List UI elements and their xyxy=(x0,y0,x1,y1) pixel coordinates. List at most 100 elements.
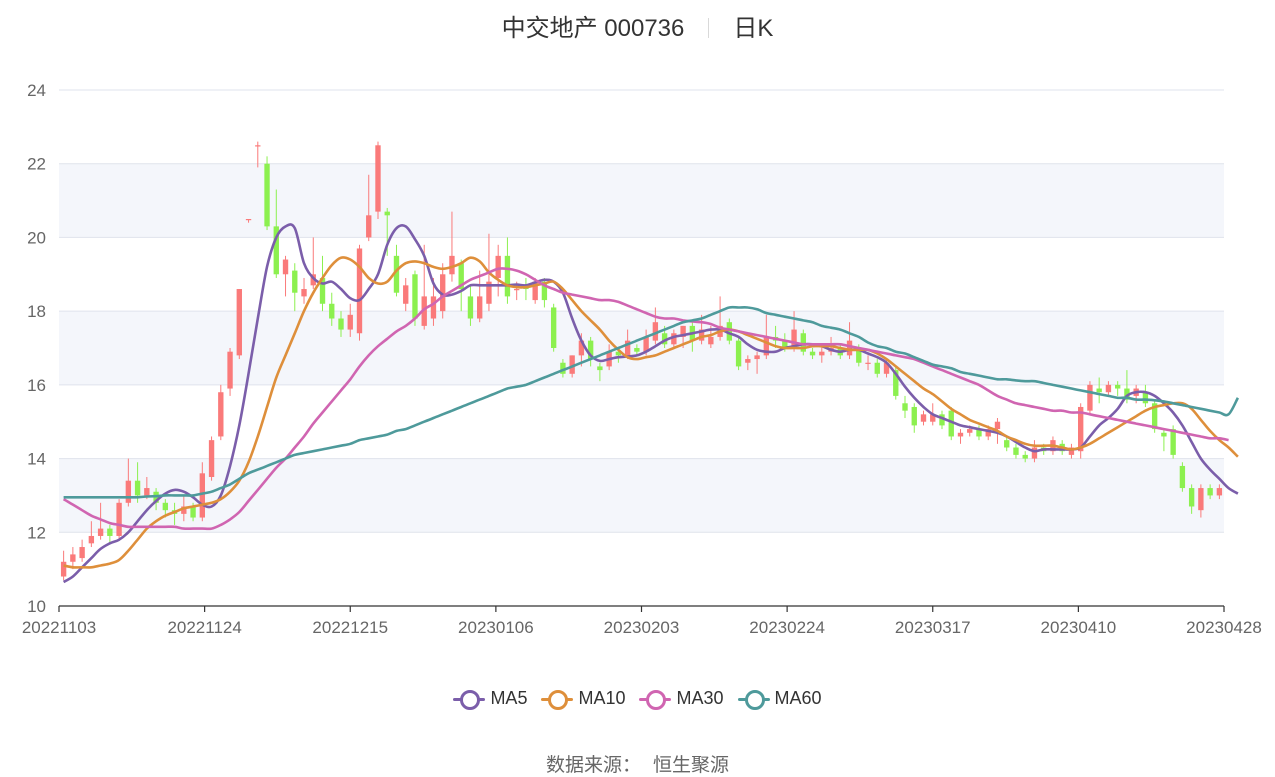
candle-body xyxy=(273,226,279,275)
candle xyxy=(1142,384,1149,407)
candle xyxy=(264,156,270,231)
candle-body xyxy=(486,281,492,304)
chart-title: 中交地产 000736 日K xyxy=(0,8,1275,43)
y-tick-label: 10 xyxy=(27,597,46,616)
candle xyxy=(754,351,760,374)
legend-item-ma10[interactable]: MA10 xyxy=(541,688,626,710)
candle-body xyxy=(467,296,474,319)
candle-body xyxy=(902,403,908,411)
background-band xyxy=(59,311,1224,385)
candle xyxy=(449,211,455,282)
candle-body xyxy=(661,333,668,345)
candle-body xyxy=(1198,488,1204,511)
candle-body xyxy=(680,325,686,337)
candle xyxy=(116,499,122,540)
candle-body xyxy=(134,480,141,496)
candle xyxy=(329,292,335,326)
candle-body xyxy=(597,366,603,371)
candle xyxy=(560,359,566,378)
candle-body xyxy=(338,318,344,330)
candle-body xyxy=(319,277,326,304)
candle-body xyxy=(181,506,187,514)
x-tick-label: 20230203 xyxy=(604,618,680,637)
candle-body xyxy=(735,340,742,367)
candle-body xyxy=(541,281,548,301)
chart-title-period: 日K xyxy=(733,15,774,42)
candle-body xyxy=(615,351,622,356)
candle xyxy=(88,521,95,548)
candle xyxy=(1013,443,1019,459)
y-tick-label: 22 xyxy=(27,155,46,174)
candle-body xyxy=(199,473,205,518)
candle xyxy=(634,344,640,356)
candle-body xyxy=(495,255,501,278)
candle xyxy=(292,263,298,312)
candle-body xyxy=(1179,465,1186,489)
candle-body xyxy=(893,370,899,396)
moving-average-lines xyxy=(62,223,1240,584)
candle xyxy=(1216,484,1223,500)
candle-body xyxy=(60,561,67,577)
candle-body xyxy=(856,348,862,363)
candle-body xyxy=(513,289,520,291)
background-bands xyxy=(59,163,1224,533)
x-tick-label: 20221103 xyxy=(22,618,96,637)
y-tick-label: 20 xyxy=(27,228,46,247)
candle-body xyxy=(634,348,640,352)
series-line-ma5 xyxy=(62,223,1239,584)
legend-item-ma60[interactable]: MA60 xyxy=(737,688,822,710)
candle-body xyxy=(70,554,76,562)
candle xyxy=(957,429,964,444)
candle-body xyxy=(384,211,390,216)
candle-body xyxy=(1207,488,1213,496)
candle xyxy=(301,277,307,304)
candle xyxy=(70,547,76,570)
candle-body xyxy=(301,289,307,297)
candle-body xyxy=(846,340,853,356)
candle-body xyxy=(569,355,575,374)
candle xyxy=(218,384,224,441)
candle xyxy=(846,322,853,360)
candle-body xyxy=(282,259,289,275)
candle xyxy=(874,359,880,378)
candle-body xyxy=(532,281,538,301)
candle-body xyxy=(652,322,659,341)
y-tick-label: 24 xyxy=(27,81,46,100)
candle xyxy=(255,141,261,168)
candle-body xyxy=(560,362,566,374)
series-line-ma10 xyxy=(63,256,1239,569)
candle xyxy=(199,462,205,522)
candle xyxy=(948,406,954,441)
candle xyxy=(745,355,751,371)
candle-body xyxy=(366,215,372,238)
legend-item-ma30[interactable]: MA30 xyxy=(639,688,724,710)
legend-item-ma5[interactable]: MA5 xyxy=(453,688,527,710)
legend: MA5 MA10 MA30 MA60 xyxy=(0,688,1275,714)
candle-body xyxy=(624,340,631,356)
x-tick-label: 20230428 xyxy=(1186,618,1262,637)
candle-body xyxy=(421,296,427,326)
candle xyxy=(809,348,816,360)
series-line-ma30 xyxy=(62,267,1229,531)
legend-label: MA10 xyxy=(578,688,626,708)
candle xyxy=(1004,436,1010,452)
x-tick-label: 20221215 xyxy=(312,618,388,637)
candle-body xyxy=(920,414,927,422)
x-tick-label: 20221124 xyxy=(167,618,241,637)
candle-body xyxy=(1151,403,1158,430)
candle-body xyxy=(1188,488,1195,507)
y-tick-label: 14 xyxy=(27,450,46,469)
candle-body xyxy=(578,340,585,356)
candle-body xyxy=(1031,447,1038,459)
candle xyxy=(1207,484,1213,500)
candle-body xyxy=(227,351,233,389)
candle xyxy=(1179,462,1186,492)
y-tick-label: 12 xyxy=(27,523,46,542)
candle xyxy=(911,403,917,433)
candle-body xyxy=(791,329,797,348)
candle-body xyxy=(754,355,760,360)
candle-body xyxy=(874,362,880,374)
candle-body xyxy=(264,163,270,227)
candle-body xyxy=(550,307,557,348)
candle-body xyxy=(1161,432,1167,437)
